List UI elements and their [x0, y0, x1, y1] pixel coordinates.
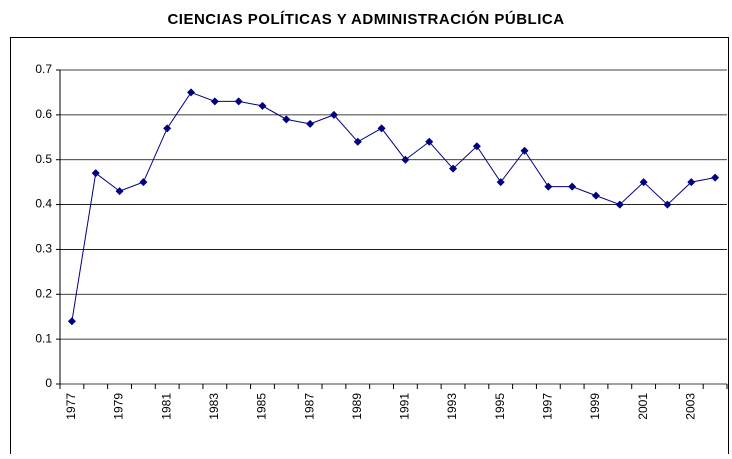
x-tick-label: 1997 [541, 393, 555, 420]
y-tick-label: 0.7 [35, 62, 52, 76]
marker [544, 182, 553, 191]
marker [449, 164, 458, 173]
x-tick-label: 2001 [636, 393, 650, 420]
marker [711, 173, 720, 182]
marker [377, 124, 386, 133]
marker [163, 124, 172, 133]
line [71, 91, 716, 322]
marker [139, 178, 148, 187]
marker [91, 169, 100, 178]
marker [353, 137, 362, 146]
x-tick-label: 1995 [493, 393, 507, 420]
y-tick-label: 0.1 [35, 331, 52, 345]
y-tick-label: 0 [45, 376, 52, 390]
x-tick-label: 1977 [64, 393, 78, 420]
marker [520, 146, 529, 155]
chart-title: CIENCIAS POLÍTICAS Y ADMINISTRACIÓN PÚBL… [167, 10, 564, 28]
x-tick-label: 1983 [207, 393, 221, 420]
x-tick-label: 1979 [112, 393, 126, 420]
marker [425, 137, 434, 146]
marker [210, 97, 219, 106]
marker [115, 187, 124, 196]
y-tick-label: 0.4 [35, 197, 52, 211]
y-tick-label: 0.2 [35, 286, 52, 300]
marker [496, 178, 505, 187]
x-tick-label: 1989 [350, 393, 364, 420]
x-tick-label: 1999 [588, 393, 602, 420]
y-tick-label: 0.5 [35, 152, 52, 166]
marker [306, 119, 315, 128]
marker [187, 88, 196, 97]
marker [639, 178, 648, 187]
x-tick-label: 1987 [302, 393, 316, 420]
y-tick-label: 0.6 [35, 107, 52, 121]
marker [615, 200, 624, 209]
marker [234, 97, 243, 106]
marker [568, 182, 577, 191]
marker [329, 110, 338, 119]
marker [472, 142, 481, 151]
x-tick-label: 2003 [683, 393, 697, 420]
x-tick-label: 1991 [398, 393, 412, 420]
x-tick-label: 1993 [445, 393, 459, 420]
marker [258, 101, 267, 110]
y-tick-label: 0.3 [35, 242, 52, 256]
marker [687, 178, 696, 187]
x-tick-label: 1985 [255, 393, 269, 420]
chart-border [10, 37, 729, 458]
marker [401, 155, 410, 164]
marker [591, 191, 600, 200]
marker [663, 200, 672, 209]
marker [282, 115, 291, 124]
marker [67, 317, 76, 326]
x-tick-label: 1981 [159, 393, 173, 420]
